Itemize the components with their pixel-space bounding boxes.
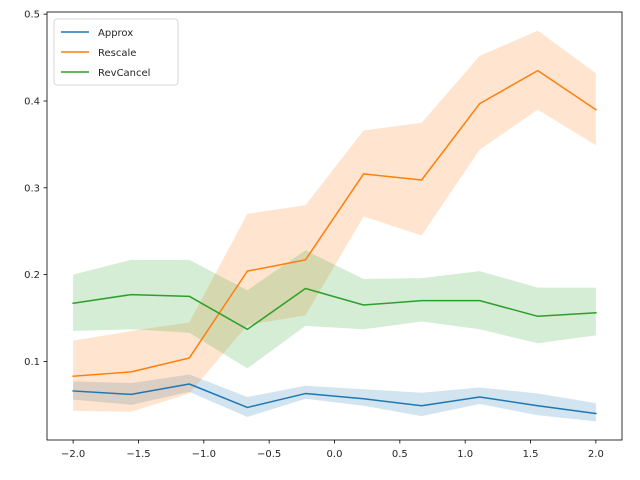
line-approx — [72, 383, 597, 415]
y-tick-label: 0.5 — [24, 10, 40, 21]
y-tick-label: 0.1 — [24, 357, 40, 368]
legend-box — [53, 18, 179, 86]
series-lines — [72, 69, 597, 415]
x-tick-label: −2.0 — [61, 449, 85, 460]
x-tick-label: −0.5 — [257, 449, 281, 460]
band-rescale — [73, 30, 596, 412]
legend-label-approx: Approx — [98, 28, 133, 39]
x-axis: −2.0 −1.5 −1.0 −0.5 0.0 0.5 1.0 1.5 2.0 — [61, 440, 604, 460]
x-tick-label: 1.5 — [523, 449, 539, 460]
x-tick-label: 2.0 — [588, 449, 604, 460]
confidence-bands — [73, 30, 596, 422]
y-tick-label: 0.4 — [24, 96, 40, 107]
line-revcancel — [72, 287, 597, 331]
legend-label-revcancel: RevCancel — [98, 68, 150, 79]
band-approx — [73, 374, 596, 422]
x-tick-label: 1.0 — [457, 449, 473, 460]
legend: Approx Rescale RevCancel — [53, 18, 179, 86]
line-rescale — [72, 69, 597, 377]
x-tick-label: 0.5 — [392, 449, 408, 460]
y-tick-label: 0.2 — [24, 270, 40, 281]
y-axis: 0.1 0.2 0.3 0.4 0.5 — [24, 10, 47, 368]
y-tick-label: 0.3 — [24, 183, 40, 194]
legend-label-rescale: Rescale — [98, 48, 136, 59]
band-revcancel — [73, 250, 596, 369]
x-tick-label: −1.5 — [126, 449, 150, 460]
x-tick-label: 0.0 — [327, 449, 343, 460]
x-tick-label: −1.0 — [192, 449, 216, 460]
